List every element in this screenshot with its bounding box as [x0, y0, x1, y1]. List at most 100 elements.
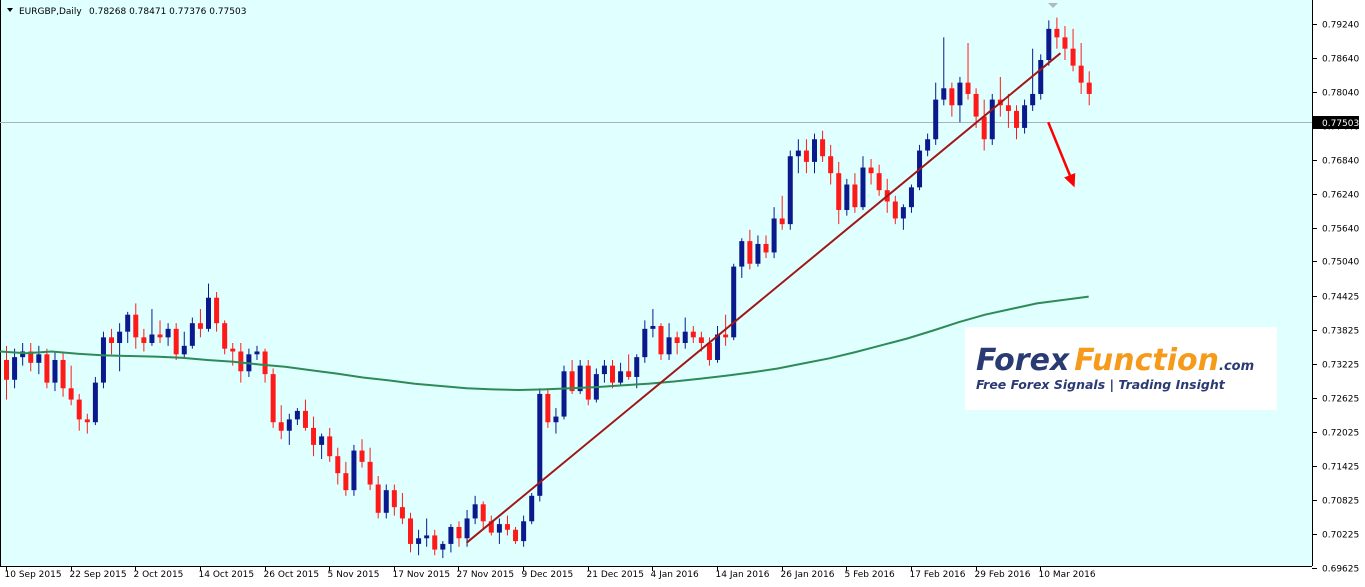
y-tick-label: 0.72025 [1322, 429, 1359, 439]
candle-body [432, 535, 438, 550]
candle [731, 263, 737, 341]
candle-body [383, 490, 389, 513]
down-arrow-line [1047, 121, 1073, 180]
candle [117, 323, 123, 372]
candle [610, 359, 615, 389]
candle-body [1054, 28, 1060, 38]
candle-body [601, 365, 607, 375]
candle [109, 328, 115, 355]
candle-body [868, 167, 874, 174]
candle [925, 133, 931, 157]
x-tick-label: 14 Oct 2015 [199, 570, 255, 580]
candle-body [399, 507, 405, 519]
candle-body [109, 337, 115, 343]
candle-body [1062, 37, 1068, 49]
candle-body [1078, 65, 1084, 83]
time-scale-background [0, 566, 1312, 587]
candle [828, 144, 834, 185]
candle-body [391, 490, 397, 508]
candle-body [165, 328, 171, 338]
candle-body [933, 99, 939, 140]
x-tick-label: 14 Jan 2016 [716, 570, 770, 580]
candle-body [876, 173, 882, 191]
candle-body [1070, 48, 1076, 66]
candle [125, 311, 131, 343]
candle-body [262, 351, 268, 375]
x-tick-label: 4 Jan 2016 [651, 570, 699, 580]
candle-body [206, 297, 211, 329]
candle-body [561, 371, 567, 417]
candle-body [545, 393, 551, 423]
x-tick-label: 26 Jan 2016 [781, 570, 835, 580]
candle [674, 331, 680, 355]
candle-body [1046, 28, 1052, 60]
candle [480, 501, 486, 530]
candle [820, 130, 826, 162]
candle [472, 495, 478, 525]
candle [626, 354, 632, 380]
candle [4, 345, 9, 400]
candle-body [569, 371, 575, 392]
candle-body [141, 337, 147, 343]
candle [165, 323, 171, 346]
candle [747, 229, 753, 270]
candle [1086, 71, 1092, 106]
chart-header: EURGBP,Daily 0.78268 0.78471 0.77376 0.7… [7, 7, 246, 17]
candle [440, 541, 446, 559]
candle [666, 323, 672, 360]
candle-body [36, 354, 42, 363]
dropdown-triangle-icon[interactable] [7, 8, 13, 12]
candle [529, 492, 535, 525]
candle [488, 515, 494, 536]
candle [876, 164, 882, 196]
candle-body [731, 266, 737, 338]
candle-body [416, 538, 422, 544]
candle [416, 529, 422, 556]
candle [28, 342, 34, 372]
candle [682, 317, 688, 349]
y-tick-label: 0.73225 [1322, 361, 1359, 371]
candle-body [44, 354, 50, 383]
candle-body [1030, 93, 1036, 106]
y-tick-label: 0.69625 [1322, 565, 1359, 575]
candle [650, 309, 656, 338]
y-tick-label: 0.70225 [1322, 531, 1359, 541]
candle [949, 82, 955, 117]
candle [1030, 48, 1036, 111]
candle [294, 408, 300, 426]
candle [359, 439, 365, 468]
candle [1046, 20, 1052, 66]
candle-body [496, 524, 502, 533]
candle [214, 292, 220, 332]
candle-body [343, 473, 349, 491]
candle-body [488, 521, 494, 533]
candle [84, 413, 90, 434]
candle-body [763, 243, 769, 253]
chart-shift-marker-icon[interactable] [1048, 3, 1058, 8]
candle-body [634, 357, 640, 377]
candle [464, 509, 470, 547]
candle-body [222, 323, 228, 349]
candle [779, 195, 785, 230]
y-tick-label: 0.78640 [1322, 55, 1359, 65]
candle-body [747, 241, 753, 264]
candle [601, 359, 607, 383]
candle-body [286, 419, 292, 431]
candle [391, 484, 397, 516]
candle [335, 447, 341, 485]
candle-body [375, 484, 381, 513]
candle-body [553, 416, 559, 423]
candle-body [214, 297, 220, 324]
candle [504, 515, 510, 536]
candle-body [408, 518, 413, 544]
candle-body [278, 422, 284, 431]
candle [763, 235, 769, 259]
candle-body [795, 150, 801, 157]
current-price-tag: 0.77503 [1313, 116, 1359, 129]
candle-body [585, 365, 591, 400]
candle [100, 331, 106, 389]
x-tick-label: 27 Nov 2015 [457, 570, 515, 580]
candle [844, 178, 850, 216]
x-tick-label: 10 Mar 2016 [1039, 570, 1096, 580]
